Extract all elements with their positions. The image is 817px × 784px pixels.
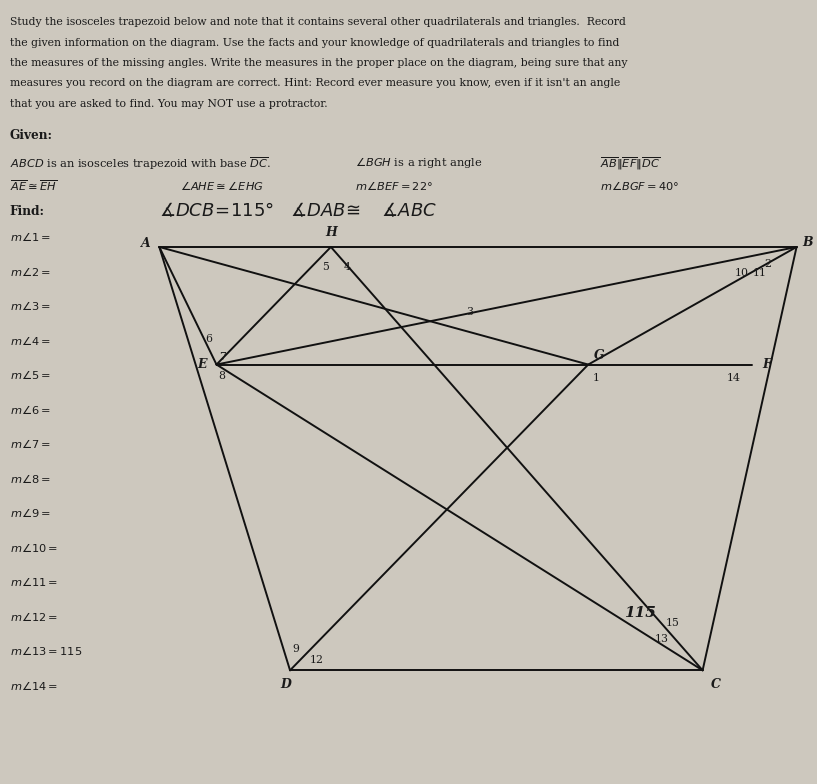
Text: $\angle BGH$ is a right angle: $\angle BGH$ is a right angle (355, 155, 483, 170)
Text: $m\angle BGF=40°$: $m\angle BGF=40°$ (600, 179, 680, 192)
Text: B: B (802, 236, 814, 249)
Text: $m\angle2=$: $m\angle2=$ (10, 265, 51, 278)
Text: 8: 8 (219, 372, 225, 381)
Text: $m\angle11=$: $m\angle11=$ (10, 575, 58, 589)
Text: E: E (197, 358, 207, 371)
Text: $\it{ABCD}$ is an isosceles trapezoid with base $\overline{DC}$.: $\it{ABCD}$ is an isosceles trapezoid wi… (10, 155, 271, 172)
Text: $\measuredangle DCB\!=\!115°$   $\measuredangle DAB\!\cong$   $\measuredangle AB: $\measuredangle DCB\!=\!115°$ $\measured… (159, 201, 437, 220)
Text: Given:: Given: (10, 129, 53, 143)
Text: $\angle AHE\cong\angle EHG$: $\angle AHE\cong\angle EHG$ (180, 179, 264, 192)
Text: $m\angle3=$: $m\angle3=$ (10, 299, 51, 313)
Text: 2: 2 (765, 260, 771, 269)
Text: the given information on the diagram. Use the facts and your knowledge of quadri: the given information on the diagram. Us… (10, 38, 619, 48)
Text: $m\angle1=$: $m\angle1=$ (10, 230, 51, 244)
Text: $m\angle5=$: $m\angle5=$ (10, 368, 51, 382)
Text: 5: 5 (322, 262, 328, 271)
Text: 12: 12 (310, 655, 324, 665)
Text: $m\angle12=$: $m\angle12=$ (10, 610, 58, 623)
Text: $\overline{AB}\|\overline{EF}\|\overline{DC}$: $\overline{AB}\|\overline{EF}\|\overline… (600, 155, 660, 172)
Text: $m\angle4=$: $m\angle4=$ (10, 334, 51, 347)
Text: 7: 7 (219, 352, 225, 361)
Text: $m\angle14=$: $m\angle14=$ (10, 679, 58, 692)
Text: $m\angle7=$: $m\angle7=$ (10, 437, 51, 451)
Text: 1: 1 (593, 373, 600, 383)
Text: Find:: Find: (10, 205, 45, 219)
Text: C: C (711, 678, 721, 691)
Text: Study the isosceles trapezoid below and note that it contains several other quad: Study the isosceles trapezoid below and … (10, 17, 626, 27)
Text: 10: 10 (734, 268, 749, 278)
Text: $m\angle13=115$: $m\angle13=115$ (10, 644, 83, 658)
Text: A: A (141, 238, 151, 250)
Text: that you are asked to find. You may NOT use a protractor.: that you are asked to find. You may NOT … (10, 99, 328, 109)
Text: G: G (594, 349, 605, 361)
Text: H: H (325, 227, 337, 239)
Text: 11: 11 (752, 268, 767, 278)
Text: measures you record on the diagram are correct. Hint: Record ever measure you kn: measures you record on the diagram are c… (10, 78, 620, 89)
Text: $m\angle6=$: $m\angle6=$ (10, 403, 51, 416)
Text: 115: 115 (623, 606, 656, 620)
Text: $\overline{AE}\cong\overline{EH}$: $\overline{AE}\cong\overline{EH}$ (10, 179, 57, 194)
Text: D: D (280, 678, 292, 691)
Text: 3: 3 (467, 307, 473, 317)
Text: 14: 14 (727, 373, 740, 383)
Text: 13: 13 (654, 634, 669, 644)
Text: 9: 9 (292, 644, 299, 654)
Text: 4: 4 (344, 262, 350, 271)
Text: $m\angle BEF=22°$: $m\angle BEF=22°$ (355, 179, 433, 192)
Text: $m\angle9=$: $m\angle9=$ (10, 506, 51, 520)
Text: 6: 6 (205, 334, 212, 343)
Text: $m\angle8=$: $m\angle8=$ (10, 472, 51, 485)
Text: the measures of the missing angles. Write the measures in the proper place on th: the measures of the missing angles. Writ… (10, 58, 627, 68)
Text: F: F (762, 358, 770, 371)
Text: 15: 15 (666, 619, 679, 628)
Text: $m\angle10=$: $m\angle10=$ (10, 541, 58, 554)
